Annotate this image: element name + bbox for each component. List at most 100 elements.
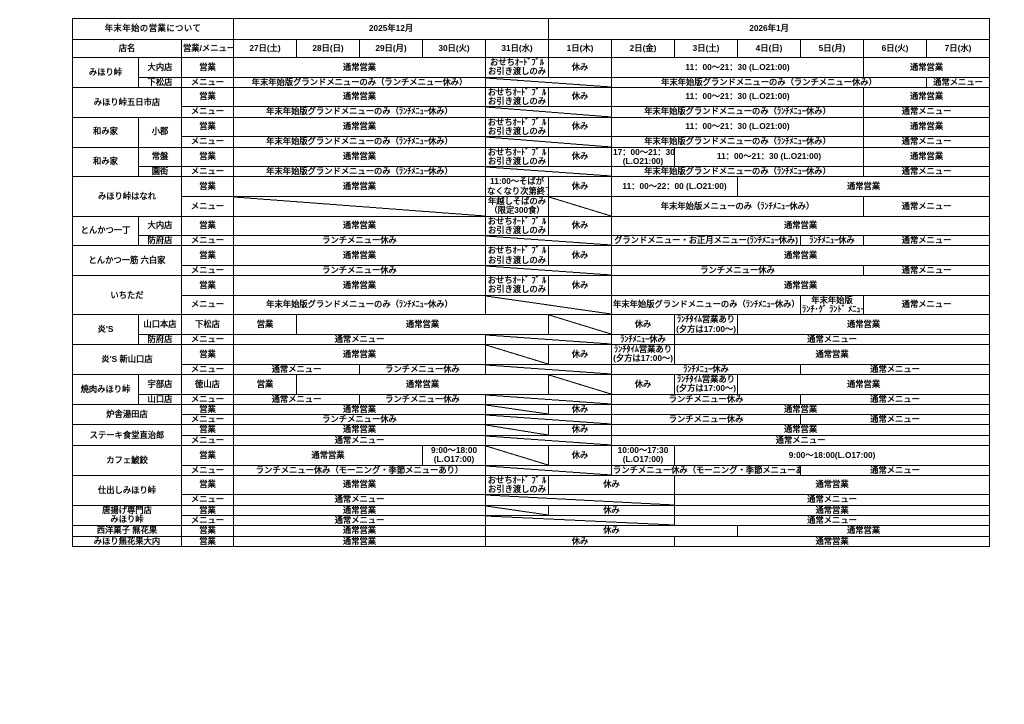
shop-name: みほり無花果大内 bbox=[72, 535, 182, 547]
empty-diagonal-cell bbox=[485, 76, 613, 88]
eigyo-cell: 通常営業 bbox=[233, 57, 487, 78]
header-row-day: 店名 営業/メニュー 27日(土) 28日(日) 29日(月) 30日(火) 3… bbox=[72, 39, 991, 58]
eigyo-cell: おせちｵｰﾄﾞ ﾌﾞ ﾙお引き渡しのみ bbox=[485, 86, 550, 108]
eigyo-cell: 通常営業 bbox=[233, 275, 487, 296]
shop-name: 和み家 bbox=[72, 146, 139, 178]
empty-diagonal-cell bbox=[485, 494, 676, 506]
empty-diagonal-cell bbox=[485, 166, 613, 178]
menu-cell: 通常メニュー bbox=[233, 333, 487, 346]
empty-diagonal-cell bbox=[485, 294, 613, 316]
eigyo-cell: 通常営業 bbox=[737, 525, 991, 537]
table-row: とんかつ一筋 六白家 営業 通常営業 おせちｵｰﾄﾞ ﾌﾞ ﾙお引き渡しのみ 休み 通常営… bbox=[72, 245, 991, 277]
row-type-menu: メニュー bbox=[180, 76, 235, 88]
column-header-shop: 店名 bbox=[72, 39, 182, 58]
menu-cell: ランチメニュー休み bbox=[611, 264, 865, 277]
row-type-eigyo: 営業 bbox=[180, 215, 235, 237]
menu-cell: 通常メニュー bbox=[800, 363, 991, 376]
menu-cell: 通常メニュー bbox=[674, 514, 991, 527]
eigyo-cell: 9:00～18:00(L.O17:00) bbox=[422, 444, 487, 466]
table-row: とんかつ一丁 大内店 営業 通常営業 おせちｵｰﾄﾞ ﾌﾞ ﾙお引き渡しのみ 休み 通常営業 bbox=[72, 215, 991, 247]
menu-cell: ランチメニュー休み（モーニング・季節メニューあり） bbox=[233, 464, 487, 476]
menu-cell: 通常メニュー bbox=[800, 414, 991, 426]
empty-diagonal-cell bbox=[485, 424, 550, 436]
menu-cell: 通常メニュー bbox=[611, 434, 991, 446]
table-row: 唐揚げ専門店 みほり峠 営業 通常営業 休み 通常営業 bbox=[72, 504, 991, 527]
table-row: 和み家 常盤 営業 通常営業 おせちｵｰﾄﾞ ﾌﾞ ﾙお引き渡しのみ 休み 17：00～21… bbox=[72, 146, 991, 178]
menu-cell: 通常メニュー bbox=[863, 264, 991, 277]
eigyo-cell: 通常営業 bbox=[296, 314, 550, 335]
row-type-eigyo: 営業 bbox=[233, 314, 298, 335]
menu-cell: 年末年始版グランドメニューのみ（ランチメニュー休み） bbox=[233, 76, 487, 88]
empty-diagonal-cell bbox=[485, 344, 550, 365]
eigyo-cell: 通常営業 bbox=[233, 215, 487, 237]
row-type-menu: メニュー bbox=[180, 434, 235, 446]
eigyo-cell: 通常営業 bbox=[863, 86, 991, 108]
table-row: メニュー 年末年始版グランドメニューのみ（ﾗﾝﾁﾒﾆｭｰ休み） 年末年始版グランドメ… bbox=[73, 106, 991, 118]
menu-cell: グランドメニュー・お正月メニュー(ﾗﾝﾁﾒﾆｭｰ休み) bbox=[611, 235, 802, 247]
menu-cell: 年末年始版グランドメニューのみ（ﾗﾝﾁﾒﾆｭｰ休み） bbox=[233, 166, 487, 178]
eigyo-cell: 11:00～そばが なくなり次第終了 bbox=[485, 176, 550, 197]
table-row: 炎'S 山口本店 下松店 営業 通常営業 休み ﾗﾝﾁﾀｲﾑ営業あり (夕方は17:00～) 通… bbox=[72, 314, 991, 346]
eigyo-cell: 休み bbox=[485, 525, 739, 537]
eigyo-cell: 休み bbox=[548, 474, 676, 496]
shop-name: とんかつ一筋 六白家 bbox=[72, 245, 182, 277]
eigyo-cell: 通常営業 bbox=[611, 245, 991, 266]
menu-cell: ﾗﾝﾁﾒﾆｭｰ休み bbox=[611, 363, 802, 376]
menu-cell: 年末年始版グランドメニューのみ（ﾗﾝﾁﾒﾆｭｰ休み） bbox=[233, 136, 487, 148]
row-type-menu: メニュー bbox=[180, 264, 235, 277]
table-row: 和み家 小郡 営業 通常営業 おせちｵｰﾄﾞ ﾌﾞ ﾙお引き渡しのみ 休み 11：00～21… bbox=[72, 116, 991, 148]
eigyo-cell: 休み bbox=[611, 374, 676, 395]
row-type-eigyo: 営業 bbox=[180, 275, 235, 296]
branch-name: 大内店 bbox=[138, 57, 182, 78]
eigyo-cell: 通常営業 bbox=[863, 116, 991, 138]
eigyo-cell: 通常営業 bbox=[674, 535, 991, 547]
eigyo-cell: 休み bbox=[548, 444, 613, 466]
menu-cell: 通常メニュー bbox=[674, 333, 991, 346]
shop-name: 和み家 bbox=[72, 116, 139, 148]
eigyo-cell: 通常営業 bbox=[233, 424, 487, 436]
menu-cell: ﾗﾝﾁﾒﾆｭｰ休み bbox=[611, 333, 676, 346]
day-header-11: 7日(水) bbox=[926, 39, 991, 58]
eigyo-cell: 通常営業 bbox=[611, 275, 991, 296]
eigyo-cell: 休み bbox=[548, 403, 613, 416]
menu-cell: ランチメニュー休み bbox=[359, 363, 487, 376]
table-row: 防府店 メニュー 通常メニュー ﾗﾝﾁﾒﾆｭｰ休み 通常メニュー bbox=[73, 333, 991, 346]
row-type-eigyo: 営業 bbox=[180, 424, 235, 436]
menu-cell: 年末年始版グランドメニューのみ（ﾗﾝﾁﾒﾆｭｰ休み） bbox=[611, 166, 865, 178]
eigyo-cell: 通常営業 bbox=[611, 215, 991, 237]
empty-diagonal-cell bbox=[485, 414, 613, 426]
table-row: いちただ 営業 通常営業 おせちｵｰﾄﾞ ﾌﾞ ﾙお引き渡しのみ 休み 通常営業 bbox=[72, 275, 991, 316]
table-row: 防府店 メニュー ランチメニュー休み グランドメニュー・お正月メニュー(ﾗﾝﾁﾒﾆｭｰ… bbox=[73, 235, 991, 247]
empty-diagonal-cell bbox=[233, 195, 487, 217]
empty-diagonal-cell bbox=[485, 235, 613, 247]
menu-cell: ランチメニュー休み bbox=[611, 393, 802, 405]
table-row: メニュー 年末年始版グランドメニューのみ（ﾗﾝﾁﾒﾆｭｰ休み） 年末年始版グランドメ… bbox=[73, 294, 991, 316]
menu-cell: 年末年始版グランドメニューのみ（ﾗﾝﾁﾒﾆｭｰ休み） bbox=[233, 106, 487, 118]
table-row: メニュー ランチメニュー休み（モーニング・季節メニューあり） ランチメニュー休み（モ… bbox=[73, 464, 991, 476]
table-row: みほり峠 大内店 営業 通常営業 おせちｵｰﾄﾞﾌﾞﾙ お引き渡しのみ 休み 11：00～21… bbox=[72, 57, 991, 88]
eigyo-cell: 休み bbox=[548, 57, 613, 78]
table-row: みほり峠五日市店 営業 通常営業 おせちｵｰﾄﾞ ﾌﾞ ﾙお引き渡しのみ 休み 11：00… bbox=[72, 86, 991, 118]
eigyo-cell: 通常営業 bbox=[737, 374, 991, 395]
branch-name: 常盤 bbox=[138, 146, 182, 168]
empty-diagonal-cell bbox=[548, 374, 613, 395]
menu-cell: 通常メニュー bbox=[233, 393, 361, 405]
eigyo-cell: おせちｵｰﾄﾞ ﾌﾞ ﾙお引き渡しのみ bbox=[485, 146, 550, 168]
empty-diagonal-cell bbox=[485, 434, 613, 446]
month-header-dec: 2025年12月 bbox=[233, 18, 550, 40]
menu-cell: 通常メニュー bbox=[800, 464, 991, 476]
shop-name: みほり峠 bbox=[72, 57, 139, 88]
eigyo-cell: おせちｵｰﾄﾞ ﾌﾞ ﾙお引き渡しのみ bbox=[485, 215, 550, 237]
eigyo-cell: 通常営業 bbox=[674, 474, 991, 496]
row-type-menu: メニュー bbox=[180, 414, 235, 426]
eigyo-cell: 通常営業 bbox=[233, 344, 487, 365]
row-type-menu: メニュー bbox=[180, 195, 235, 217]
eigyo-cell: 休み bbox=[548, 116, 613, 138]
eigyo-cell: 通常営業 bbox=[233, 504, 487, 516]
shop-name: 仕出しみほり峠 bbox=[72, 474, 182, 506]
menu-cell: ﾗﾝﾁﾒﾆｭｰ休み bbox=[800, 235, 865, 247]
row-type-menu: メニュー bbox=[180, 494, 235, 506]
day-header-10: 6日(火) bbox=[863, 39, 928, 58]
branch-name: 下松店 bbox=[180, 314, 235, 335]
day-header-3: 30日(火) bbox=[422, 39, 487, 58]
